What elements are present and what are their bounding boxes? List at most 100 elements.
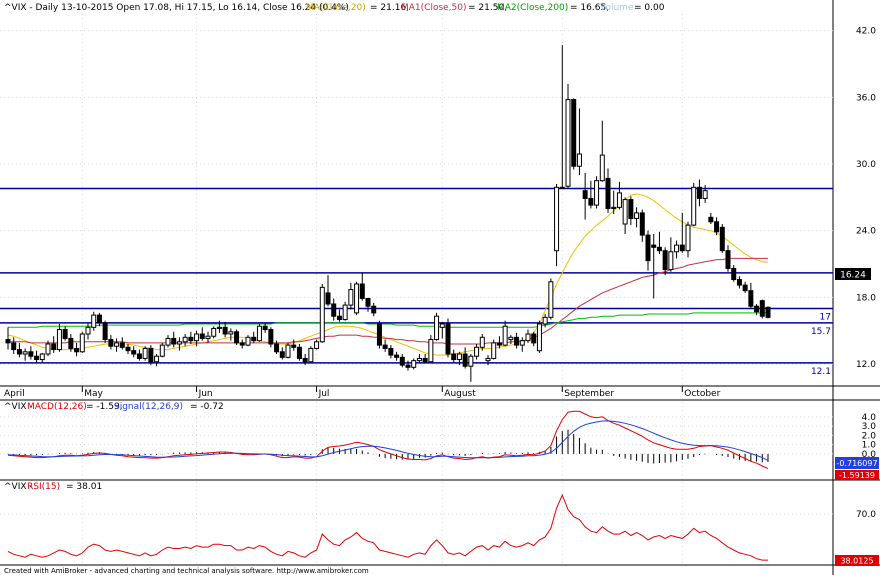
- candle-body-up: [348, 289, 354, 306]
- macd-legend-label: MACD(12,26): [27, 402, 87, 412]
- candle: [382, 339, 388, 352]
- candle-body-down: [131, 350, 137, 355]
- signal-last-marker: [835, 457, 879, 469]
- candle-body-down: [628, 199, 634, 219]
- candle-body-up: [519, 340, 525, 346]
- candle: [34, 350, 40, 363]
- candle-body-up: [491, 342, 497, 359]
- macd-line: [7, 410, 769, 470]
- candle: [262, 322, 268, 333]
- candle-body-up: [142, 347, 148, 359]
- candle: [376, 320, 382, 349]
- candle-body-up: [576, 153, 582, 167]
- candle: [279, 347, 285, 360]
- candle: [348, 282, 354, 310]
- macd-tick-label: 0.0: [862, 450, 877, 460]
- candle: [742, 281, 748, 293]
- ma50-legend-value: = 21.50,: [468, 3, 507, 13]
- candle-body-down: [399, 356, 405, 366]
- candle: [696, 179, 702, 207]
- price-tick-label: 36.0: [856, 93, 876, 103]
- candle: [336, 309, 342, 322]
- macd-last-label: -1.59139: [839, 471, 875, 480]
- candle-body-down: [336, 315, 342, 321]
- candle: [39, 352, 45, 363]
- macd-axis-ticks: 4.03.02.01.00.0: [862, 413, 877, 460]
- candle: [74, 342, 80, 357]
- candle-body-up: [79, 333, 85, 353]
- macd-lines: [7, 410, 769, 470]
- candle-body-down: [731, 267, 737, 281]
- price-tick-label: 24.0: [856, 227, 876, 237]
- candle-body-down: [331, 303, 337, 317]
- candle: [205, 331, 211, 343]
- candle: [639, 209, 645, 242]
- candle-body-up: [308, 347, 314, 363]
- candle-body-down: [291, 344, 297, 348]
- candle-body-down: [96, 314, 102, 324]
- candle: [679, 212, 685, 253]
- candle-body-up: [319, 286, 325, 343]
- candle-body-down: [234, 331, 240, 344]
- candle-body-down: [302, 357, 308, 363]
- support-resistance-labels: 17 15.7 12.1: [811, 312, 831, 376]
- candle: [239, 339, 245, 349]
- candle: [285, 342, 291, 359]
- candle: [194, 330, 200, 347]
- candle-body-down: [262, 325, 268, 331]
- candle-body-down: [222, 326, 228, 335]
- candle-body-down: [662, 250, 668, 271]
- volume-legend-value: = 0.00: [634, 3, 665, 13]
- price-axis-ticks: 12.0 18.0 24.0 30.0 36.0 42.0: [856, 27, 876, 370]
- candle-body-up: [485, 357, 491, 362]
- candle: [274, 340, 280, 354]
- candle-body-down: [759, 300, 765, 317]
- candle: [125, 344, 131, 354]
- rsi-header-prefix: ^VIX -: [4, 482, 33, 492]
- support-resistance-lines: [0, 187, 833, 364]
- candle-body-down: [188, 336, 194, 342]
- candle: [28, 346, 34, 360]
- candle-body-up: [22, 351, 28, 355]
- candle: [296, 344, 302, 361]
- candle: [251, 331, 257, 343]
- candle-body-down: [388, 347, 394, 356]
- candle: [616, 181, 622, 210]
- candle: [256, 324, 262, 342]
- candle-body-up: [468, 355, 474, 367]
- candle: [548, 278, 554, 320]
- candle: [22, 348, 28, 361]
- candle-body-up: [702, 190, 708, 199]
- candle-body-down: [656, 246, 662, 252]
- candle: [456, 351, 462, 366]
- candle: [62, 326, 68, 341]
- candle-body-down: [451, 353, 457, 361]
- ma200-legend-value: = 16.65,: [570, 3, 609, 13]
- candle: [302, 354, 308, 366]
- candle-body-up: [91, 314, 97, 328]
- candle: [388, 345, 394, 359]
- candle: [405, 360, 411, 371]
- candle: [165, 335, 171, 348]
- candle-body-down: [748, 290, 754, 307]
- candle-body-down: [102, 322, 108, 341]
- candle: [748, 282, 754, 309]
- candle: [559, 45, 565, 189]
- candle-body-up: [194, 333, 200, 342]
- last-price-label: 16.24: [840, 271, 866, 281]
- candle: [479, 334, 485, 351]
- candle: [331, 298, 337, 321]
- candle-body-up: [416, 357, 422, 362]
- rsi-legend-value: = 38.01: [66, 482, 102, 492]
- candle-body-down: [119, 342, 125, 348]
- candle: [199, 327, 205, 341]
- candle-body-up: [428, 339, 434, 363]
- ma50-legend-label: MA1(Close,50): [401, 3, 467, 13]
- candle: [594, 176, 600, 209]
- macd-panel: 4.03.02.01.00.0 ^VIX - MACD(12,26) = -1.…: [0, 402, 880, 481]
- candle-body-down: [651, 244, 657, 248]
- month-label: September: [564, 389, 614, 399]
- candle: [131, 346, 137, 358]
- rsi-panel: 70.0 ^VIX - RSI(15) = 38.01 38.0125: [0, 482, 880, 566]
- macd-tick-label: 3.0: [862, 422, 877, 432]
